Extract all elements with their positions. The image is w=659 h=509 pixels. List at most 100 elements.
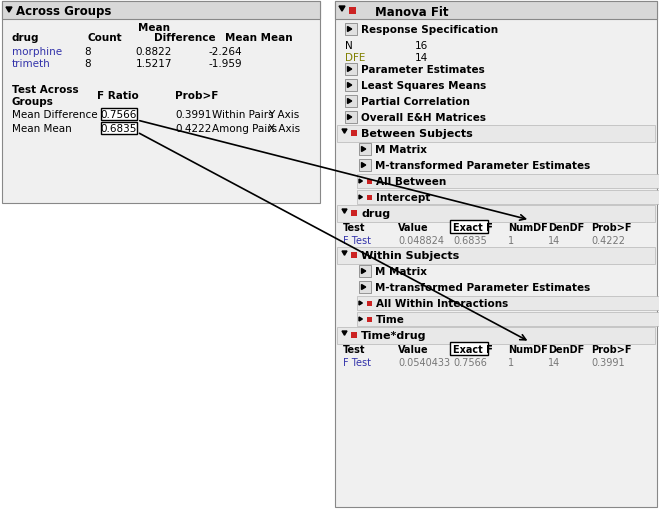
Text: Count: Count: [88, 33, 123, 43]
Text: Overall E&H Matrices: Overall E&H Matrices: [361, 113, 486, 123]
Bar: [337, 327, 655, 344]
Text: All Between: All Between: [376, 177, 446, 187]
Text: 1: 1: [508, 236, 514, 245]
Polygon shape: [6, 8, 12, 13]
Text: DenDF: DenDF: [548, 344, 585, 354]
Text: drug: drug: [12, 33, 40, 43]
Polygon shape: [362, 285, 366, 290]
Text: trimeth: trimeth: [12, 59, 51, 69]
Polygon shape: [347, 99, 352, 104]
Text: Test: Test: [343, 222, 366, 233]
Text: Within Pairs: Within Pairs: [212, 110, 273, 120]
Bar: [345, 24, 357, 36]
Polygon shape: [359, 301, 362, 305]
Text: DFE: DFE: [345, 53, 365, 63]
Text: 0.3991: 0.3991: [175, 110, 212, 120]
Bar: [337, 126, 655, 143]
Bar: [335, 2, 657, 20]
Bar: [345, 112, 357, 124]
Text: Across Groups: Across Groups: [16, 5, 111, 17]
Bar: [2, 2, 320, 20]
Bar: [367, 195, 372, 200]
Text: Least Squares Means: Least Squares Means: [361, 81, 486, 91]
Bar: [359, 144, 371, 156]
Text: Exact F: Exact F: [453, 344, 493, 354]
Bar: [450, 343, 488, 355]
Text: 8: 8: [85, 47, 92, 57]
Polygon shape: [359, 318, 362, 321]
Text: Value: Value: [398, 344, 428, 354]
Text: All Within Interactions: All Within Interactions: [376, 298, 508, 308]
Text: Mean: Mean: [138, 23, 170, 33]
Bar: [337, 247, 655, 265]
Text: Exact F: Exact F: [453, 222, 493, 233]
Text: NumDF: NumDF: [508, 344, 548, 354]
Polygon shape: [347, 115, 352, 120]
Text: Prob>F: Prob>F: [175, 91, 218, 101]
Bar: [345, 64, 357, 76]
Polygon shape: [347, 27, 352, 33]
Bar: [351, 332, 357, 338]
Text: 14: 14: [548, 236, 560, 245]
Text: 0.6835: 0.6835: [453, 236, 487, 245]
Text: morphine: morphine: [12, 47, 62, 57]
Text: Intercept: Intercept: [376, 192, 430, 203]
Text: -1.959: -1.959: [208, 59, 242, 69]
Bar: [357, 175, 659, 189]
Text: F Test: F Test: [343, 357, 371, 367]
Text: Mean Mean: Mean Mean: [225, 33, 293, 43]
Bar: [367, 179, 372, 184]
Text: Value: Value: [398, 222, 428, 233]
Text: Prob>F: Prob>F: [591, 222, 631, 233]
Text: 16: 16: [415, 41, 428, 51]
Text: 0.4222: 0.4222: [175, 124, 212, 134]
Text: Difference: Difference: [154, 33, 215, 43]
Polygon shape: [362, 163, 366, 168]
Text: M-transformed Parameter Estimates: M-transformed Parameter Estimates: [375, 161, 590, 171]
Bar: [337, 206, 655, 222]
Text: Manova Fit: Manova Fit: [375, 6, 449, 18]
Bar: [101, 109, 137, 121]
Bar: [351, 131, 357, 137]
Bar: [359, 266, 371, 277]
Text: 0.0540433: 0.0540433: [398, 357, 450, 367]
Bar: [357, 296, 659, 310]
Text: Time*drug: Time*drug: [361, 330, 426, 341]
Text: 0.7566: 0.7566: [453, 357, 487, 367]
Text: drug: drug: [361, 209, 390, 218]
Text: Test Across: Test Across: [12, 85, 78, 95]
Text: Response Specification: Response Specification: [361, 25, 498, 35]
Text: Exact F: Exact F: [453, 344, 493, 354]
Text: Time: Time: [376, 315, 405, 324]
Text: NumDF: NumDF: [508, 222, 548, 233]
Text: 0.7566: 0.7566: [101, 110, 137, 120]
Text: 0.6835: 0.6835: [101, 124, 137, 134]
Text: 0.4222: 0.4222: [591, 236, 625, 245]
Text: Test: Test: [343, 344, 366, 354]
Text: 0.048824: 0.048824: [398, 236, 444, 245]
Text: 0.8822: 0.8822: [136, 47, 172, 57]
Text: 8: 8: [85, 59, 92, 69]
Text: Partial Correlation: Partial Correlation: [361, 97, 470, 107]
Polygon shape: [342, 251, 347, 256]
Text: X Axis: X Axis: [268, 124, 300, 134]
Bar: [335, 2, 657, 507]
Text: Prob>F: Prob>F: [591, 344, 631, 354]
Bar: [351, 252, 357, 259]
Text: Mean Mean: Mean Mean: [12, 124, 72, 134]
Polygon shape: [342, 331, 347, 335]
Text: Groups: Groups: [12, 97, 54, 107]
Text: 0.3991: 0.3991: [591, 357, 625, 367]
Polygon shape: [362, 147, 366, 152]
Bar: [349, 8, 356, 14]
Text: Exact F: Exact F: [453, 222, 493, 233]
Bar: [357, 191, 659, 205]
Text: Within Subjects: Within Subjects: [361, 250, 459, 261]
Bar: [345, 80, 357, 92]
Bar: [367, 301, 372, 306]
Bar: [450, 220, 488, 234]
Polygon shape: [359, 195, 362, 200]
Text: F Test: F Test: [343, 236, 371, 245]
Bar: [345, 96, 357, 108]
Text: M-transformed Parameter Estimates: M-transformed Parameter Estimates: [375, 282, 590, 293]
